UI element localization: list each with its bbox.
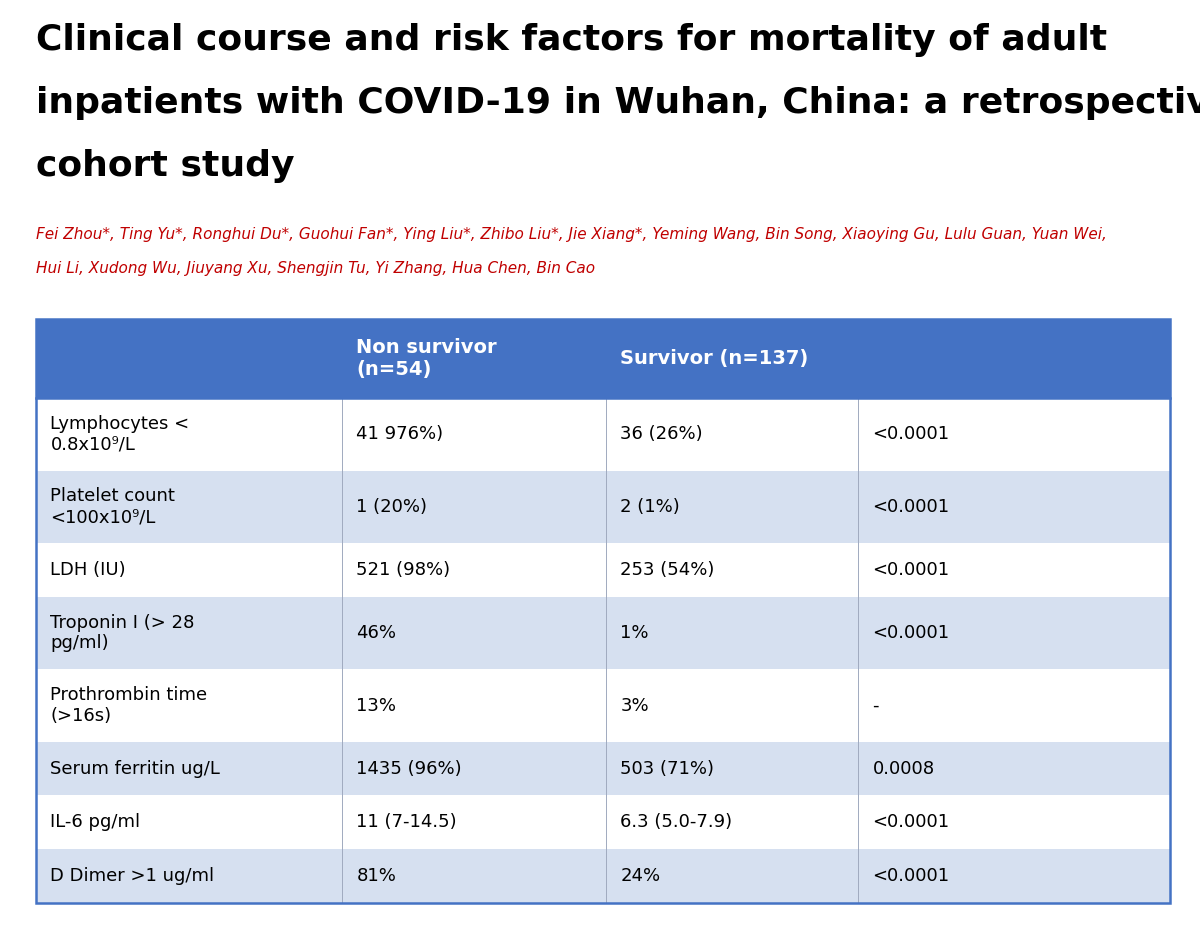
Bar xyxy=(36,849,1170,903)
Text: inpatients with COVID-19 in Wuhan, China: a retrospective: inpatients with COVID-19 in Wuhan, China… xyxy=(36,86,1200,120)
Text: Platelet count
<100x10⁹/L: Platelet count <100x10⁹/L xyxy=(50,487,175,526)
Text: IL-6 pg/ml: IL-6 pg/ml xyxy=(50,813,140,832)
Text: cohort study: cohort study xyxy=(36,149,294,183)
Text: 521 (98%): 521 (98%) xyxy=(356,561,450,579)
Text: Troponin I (> 28
pg/ml): Troponin I (> 28 pg/ml) xyxy=(50,614,194,653)
Text: 503 (71%): 503 (71%) xyxy=(620,759,714,778)
Bar xyxy=(858,319,1170,398)
Text: Fei Zhou*, Ting Yu*, Ronghui Du*, Guohui Fan*, Ying Liu*, Zhibo Liu*, Jie Xiang*: Fei Zhou*, Ting Yu*, Ronghui Du*, Guohui… xyxy=(36,227,1106,242)
Text: <0.0001: <0.0001 xyxy=(872,867,949,885)
Bar xyxy=(36,319,342,398)
Text: 0.0008: 0.0008 xyxy=(872,759,935,778)
Text: 253 (54%): 253 (54%) xyxy=(620,561,715,579)
Text: Prothrombin time
(>16s): Prothrombin time (>16s) xyxy=(50,686,208,725)
Bar xyxy=(36,544,1170,597)
Text: 13%: 13% xyxy=(356,696,396,715)
Text: <0.0001: <0.0001 xyxy=(872,498,949,516)
Text: 1435 (96%): 1435 (96%) xyxy=(356,759,462,778)
Text: <0.0001: <0.0001 xyxy=(872,624,949,642)
Bar xyxy=(36,319,1170,903)
Bar xyxy=(36,669,1170,742)
Text: Hui Li, Xudong Wu, Jiuyang Xu, Shengjin Tu, Yi Zhang, Hua Chen, Bin Cao: Hui Li, Xudong Wu, Jiuyang Xu, Shengjin … xyxy=(36,261,595,276)
Text: -: - xyxy=(872,696,878,715)
Text: D Dimer >1 ug/ml: D Dimer >1 ug/ml xyxy=(50,867,215,885)
Bar xyxy=(36,398,1170,470)
Bar xyxy=(36,795,1170,849)
Bar xyxy=(36,597,1170,669)
Text: 36 (26%): 36 (26%) xyxy=(620,425,703,444)
Bar xyxy=(36,470,1170,544)
Bar xyxy=(606,319,858,398)
Text: <0.0001: <0.0001 xyxy=(872,813,949,832)
Text: 3%: 3% xyxy=(620,696,649,715)
Text: 81%: 81% xyxy=(356,867,396,885)
Text: 24%: 24% xyxy=(620,867,660,885)
Text: Clinical course and risk factors for mortality of adult: Clinical course and risk factors for mor… xyxy=(36,23,1108,57)
Text: 1 (20%): 1 (20%) xyxy=(356,498,427,516)
Text: 46%: 46% xyxy=(356,624,396,642)
Text: Survivor (n=137): Survivor (n=137) xyxy=(620,349,809,369)
Text: 6.3 (5.0-7.9): 6.3 (5.0-7.9) xyxy=(620,813,732,832)
Bar xyxy=(36,742,1170,795)
Text: 1%: 1% xyxy=(620,624,649,642)
Text: Non survivor
(n=54): Non survivor (n=54) xyxy=(356,338,497,380)
Text: 11 (7-14.5): 11 (7-14.5) xyxy=(356,813,457,832)
Text: Lymphocytes <
0.8x10⁹/L: Lymphocytes < 0.8x10⁹/L xyxy=(50,415,190,454)
Text: Serum ferritin ug/L: Serum ferritin ug/L xyxy=(50,759,221,778)
Text: <0.0001: <0.0001 xyxy=(872,561,949,579)
Bar xyxy=(342,319,606,398)
Text: LDH (IU): LDH (IU) xyxy=(50,561,126,579)
Text: 2 (1%): 2 (1%) xyxy=(620,498,680,516)
Text: <0.0001: <0.0001 xyxy=(872,425,949,444)
Text: 41 976%): 41 976%) xyxy=(356,425,444,444)
